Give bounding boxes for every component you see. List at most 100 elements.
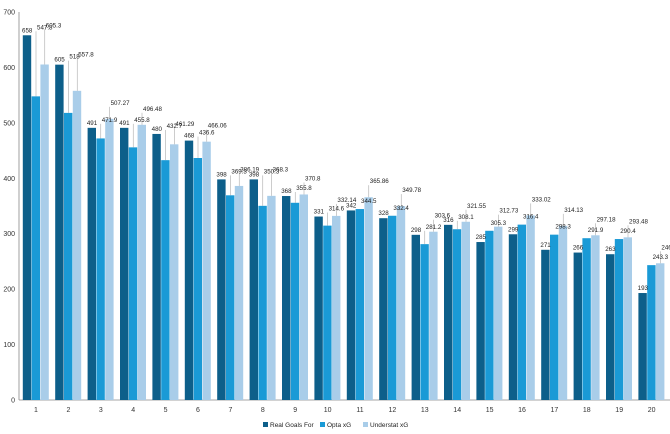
data-label: 332.4 — [393, 205, 409, 212]
bar — [606, 254, 615, 400]
data-label: 333.02 — [532, 196, 551, 203]
x-tick-label: 20 — [648, 407, 656, 414]
legend: Real Goals For Opta xG Understat xG — [263, 422, 408, 429]
data-label: 368 — [281, 188, 292, 195]
data-label: 290.4 — [620, 228, 636, 235]
x-tick-label: 13 — [421, 407, 429, 414]
data-label: 291.9 — [588, 227, 604, 234]
data-label: 386.19 — [240, 166, 259, 173]
y-tick-label: 100 — [3, 342, 15, 349]
bar — [656, 263, 665, 400]
bar — [485, 230, 494, 400]
bar — [541, 249, 550, 400]
bar — [420, 244, 429, 400]
x-tick-label: 3 — [99, 407, 103, 414]
data-label: 369.3 — [231, 168, 247, 175]
data-label: 496.48 — [143, 106, 162, 113]
data-label: 331 — [314, 209, 325, 216]
data-label: 605 — [54, 57, 65, 64]
data-label: 370.8 — [305, 175, 321, 182]
x-tick-labels: 1 2 3 4 5 6 7 8 9 10 11 12 13 14 15 16 17 18 19 20 — [34, 407, 656, 414]
data-label: 299 — [508, 226, 519, 233]
y-tick-label: 200 — [3, 287, 15, 294]
bar — [550, 234, 559, 400]
x-tick-label: 6 — [196, 407, 200, 414]
x-tick-label: 9 — [293, 407, 297, 414]
legend-label: Understat xG — [370, 422, 408, 429]
label-leader-lines — [35, 29, 661, 264]
bar — [573, 252, 582, 400]
data-label: 365.86 — [370, 178, 389, 185]
y-tick-labels: 0 100 200 300 400 500 600 700 — [3, 10, 15, 405]
bar — [202, 141, 211, 400]
data-label: 321.55 — [467, 203, 486, 210]
bar — [429, 231, 438, 400]
data-label: 303.6 — [435, 213, 451, 220]
y-tick-label: 700 — [3, 10, 15, 17]
bar — [476, 242, 485, 400]
bar — [379, 218, 388, 400]
data-label: 557.8 — [78, 52, 94, 59]
y-tick-label: 0 — [11, 398, 15, 405]
bar — [217, 179, 226, 400]
bar — [582, 238, 591, 400]
x-tick-label: 11 — [356, 407, 363, 414]
bars — [22, 35, 665, 401]
x-tick-label: 15 — [486, 407, 494, 414]
bar — [282, 196, 291, 400]
bar — [161, 160, 170, 400]
bar — [40, 64, 49, 401]
bar — [452, 229, 462, 400]
bar — [226, 195, 235, 400]
y-tick-label: 400 — [3, 176, 15, 183]
data-label: 314.13 — [564, 207, 583, 214]
data-label: 605.3 — [46, 22, 62, 29]
bar — [267, 195, 276, 400]
y-tick-label: 500 — [3, 120, 15, 127]
data-label: 468 — [184, 133, 195, 140]
x-tick-label: 7 — [228, 407, 232, 414]
data-label: 480 — [152, 126, 163, 133]
data-label: 491 — [87, 120, 98, 127]
x-tick-label: 5 — [164, 407, 168, 414]
data-label: 368.3 — [273, 166, 289, 173]
bar — [193, 157, 202, 400]
bar — [152, 133, 161, 400]
bar — [355, 209, 364, 400]
x-tick-label: 16 — [518, 407, 526, 414]
x-tick-label: 12 — [389, 407, 397, 414]
bar — [87, 127, 96, 401]
data-label: 328 — [378, 210, 389, 217]
data-label: 344.5 — [361, 198, 377, 205]
bar — [64, 112, 73, 400]
bar — [22, 35, 32, 400]
legend-label: Opta xG — [327, 422, 351, 429]
x-tick-label: 1 — [34, 407, 38, 414]
bar — [258, 205, 267, 400]
data-label: 293.48 — [629, 218, 648, 225]
data-label: 491 — [119, 120, 130, 127]
data-label: 281.2 — [426, 224, 442, 231]
bar — [591, 235, 600, 400]
y-tick-label: 600 — [3, 65, 15, 72]
bar — [623, 237, 632, 400]
bar — [299, 194, 308, 400]
data-label: 246.66 — [661, 244, 670, 251]
bar — [105, 118, 114, 400]
data-label: 355.8 — [296, 185, 312, 192]
data-label: 398 — [216, 171, 227, 178]
legend-swatch — [363, 422, 368, 427]
bar — [364, 197, 373, 400]
data-label: 285 — [476, 234, 487, 241]
bar — [249, 179, 258, 400]
x-tick-label: 4 — [131, 407, 135, 414]
data-label: 342 — [346, 202, 357, 209]
data-label: 263 — [605, 246, 616, 253]
data-label: 271 — [540, 242, 551, 249]
data-label: 298.3 — [555, 224, 571, 231]
data-label: 193 — [638, 285, 649, 292]
data-label: 471.9 — [102, 117, 118, 124]
bar — [461, 221, 470, 400]
bar — [290, 202, 300, 400]
